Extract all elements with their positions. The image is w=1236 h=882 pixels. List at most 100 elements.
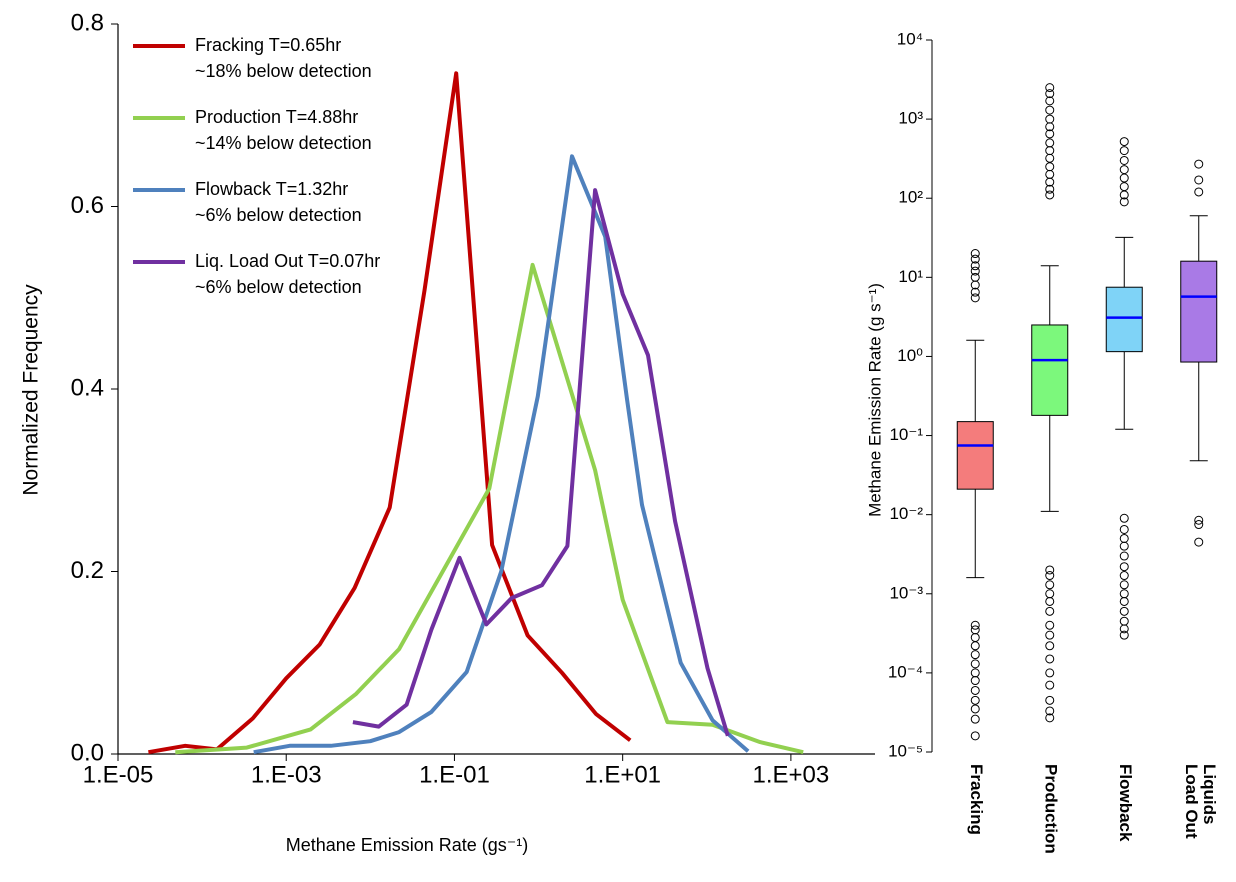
outlier xyxy=(1119,624,1129,634)
outlier xyxy=(1119,146,1129,156)
outlier xyxy=(1119,155,1129,165)
outlier xyxy=(1045,713,1055,723)
outlier xyxy=(1194,159,1204,169)
outlier xyxy=(1194,187,1204,197)
outlier xyxy=(970,620,980,630)
x-tick-label: Production xyxy=(1041,764,1060,854)
outlier xyxy=(970,731,980,741)
outlier xyxy=(1119,524,1129,534)
outlier xyxy=(1119,165,1129,175)
outlier xyxy=(1045,105,1055,115)
x-tick-label: Flowback xyxy=(1116,764,1135,842)
y-tick-label: 0.4 xyxy=(71,374,104,401)
outlier xyxy=(1119,630,1129,640)
outlier xyxy=(970,287,980,297)
outlier xyxy=(970,254,980,264)
outlier xyxy=(1045,630,1055,640)
x-tick-label: 1.E-05 xyxy=(83,761,154,788)
outlier xyxy=(1045,680,1055,690)
outlier xyxy=(1045,146,1055,156)
legend-label: Liq. Load Out T=0.07hr xyxy=(195,251,380,271)
outlier xyxy=(970,641,980,651)
outlier xyxy=(970,625,980,635)
y-tick-label: 10⁰ xyxy=(897,346,923,365)
legend-note: ~6% below detection xyxy=(195,205,362,225)
box xyxy=(1031,324,1069,416)
outlier xyxy=(1119,197,1129,207)
legend-note: ~14% below detection xyxy=(195,133,372,153)
y-tick-label: 10⁴ xyxy=(897,29,923,48)
x-tick-label: 1.E+01 xyxy=(584,761,661,788)
outlier xyxy=(1045,96,1055,106)
outlier xyxy=(1119,541,1129,551)
outlier xyxy=(1194,175,1204,185)
outlier xyxy=(1119,580,1129,590)
outlier xyxy=(1045,89,1055,99)
outlier xyxy=(1194,515,1204,525)
y-tick-label: 10⁻² xyxy=(889,504,923,523)
y-tick-label: 0.2 xyxy=(71,557,104,584)
outlier xyxy=(1045,184,1055,194)
x-tick-label: 1.E-01 xyxy=(419,761,490,788)
outlier xyxy=(970,633,980,643)
outlier xyxy=(1045,654,1055,664)
outlier xyxy=(1045,596,1055,606)
outlier xyxy=(1119,606,1129,616)
outlier xyxy=(1119,616,1129,626)
outlier xyxy=(970,704,980,714)
series-line xyxy=(175,262,804,755)
outlier xyxy=(1045,162,1055,172)
x-axis-label: Methane Emission Rate (gs⁻¹) xyxy=(286,835,529,855)
y-tick-label: 10⁻³ xyxy=(889,583,923,602)
outlier xyxy=(970,685,980,695)
outlier xyxy=(1045,114,1055,124)
y-tick-label: 10⁻¹ xyxy=(889,425,923,444)
outlier xyxy=(1119,533,1129,543)
x-tick-label: LiquidsLoad Out xyxy=(1181,764,1218,839)
legend-note: ~6% below detection xyxy=(195,277,362,297)
outlier xyxy=(1045,668,1055,678)
outlier xyxy=(1119,137,1129,147)
y-tick-label: 10³ xyxy=(898,109,923,128)
outlier xyxy=(1119,596,1129,606)
outlier xyxy=(1045,571,1055,581)
outlier xyxy=(1194,537,1204,547)
y-tick-label: 10¹ xyxy=(898,267,923,286)
outlier xyxy=(970,293,980,303)
outlier xyxy=(1119,513,1129,523)
box xyxy=(956,421,994,490)
outlier xyxy=(1119,182,1129,192)
outlier xyxy=(1045,606,1055,616)
outlier xyxy=(1045,169,1055,179)
outlier xyxy=(970,659,980,669)
outlier xyxy=(1119,551,1129,561)
outlier xyxy=(1119,173,1129,183)
outlier xyxy=(1119,571,1129,581)
outlier xyxy=(1045,565,1055,575)
outlier xyxy=(970,272,980,282)
outlier xyxy=(1045,706,1055,716)
series-line xyxy=(253,154,750,755)
x-tick-label: 1.E-03 xyxy=(251,761,322,788)
x-tick-label: Fracking xyxy=(967,764,986,835)
outlier xyxy=(1045,129,1055,139)
outlier xyxy=(970,676,980,686)
outlier xyxy=(1194,520,1204,530)
outlier xyxy=(970,266,980,276)
outlier xyxy=(1045,641,1055,651)
outlier xyxy=(970,249,980,259)
outlier xyxy=(1045,620,1055,630)
outlier xyxy=(970,695,980,705)
series-line xyxy=(148,71,632,755)
legend-note: ~18% below detection xyxy=(195,61,372,81)
box xyxy=(1105,286,1143,353)
outlier xyxy=(1119,589,1129,599)
legend-label: Production T=4.88hr xyxy=(195,107,358,127)
y-tick-label: 0.8 xyxy=(71,9,104,36)
outlier xyxy=(1045,83,1055,93)
y-tick-label: 0.0 xyxy=(71,739,104,766)
x-tick-label: 1.E+03 xyxy=(753,761,830,788)
outlier xyxy=(1119,562,1129,572)
outlier xyxy=(1045,695,1055,705)
